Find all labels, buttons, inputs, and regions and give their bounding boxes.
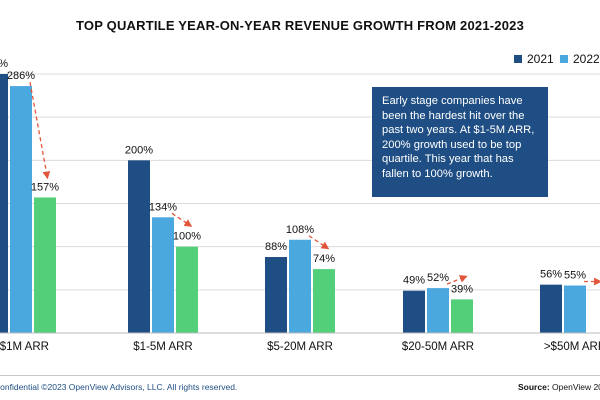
- source-label: Source:: [518, 382, 550, 392]
- data-label: 55%: [564, 270, 586, 282]
- data-label: 134%: [149, 201, 177, 213]
- bar-2022-0: [10, 86, 32, 333]
- bar-2022-4: [564, 285, 586, 333]
- trend-arrow: [308, 235, 330, 250]
- trend-arrow: [446, 275, 468, 285]
- legend-item-2022: 2022: [560, 52, 600, 66]
- data-label: 52%: [427, 272, 449, 284]
- bar-2021-0: [0, 74, 8, 333]
- bar-2023-0: [34, 197, 56, 333]
- legend-item-2021: 2021: [514, 52, 554, 66]
- data-label: 74%: [313, 253, 335, 265]
- data-label: 00%: [0, 58, 8, 70]
- legend-swatch-2022: [560, 55, 568, 63]
- bar-2022-2: [289, 239, 311, 333]
- trend-arrow: [171, 212, 193, 227]
- data-label: 286%: [7, 70, 35, 82]
- data-label: 200%: [125, 144, 153, 156]
- data-label: 100%: [173, 231, 201, 243]
- bar-2023-1: [176, 246, 198, 333]
- category-label: $20-50M ARR: [402, 341, 474, 353]
- data-label: 88%: [265, 241, 287, 253]
- footer-divider: [0, 375, 600, 376]
- annotation-note: Early stage companies have been the hard…: [372, 87, 548, 197]
- bar-2023-3: [451, 299, 473, 333]
- data-label: 39%: [451, 283, 473, 295]
- data-label: 157%: [31, 181, 59, 193]
- source-value: OpenView 20: [552, 382, 600, 392]
- trend-arrow: [29, 81, 51, 180]
- bar-2021-2: [265, 257, 287, 333]
- bar-2022-1: [152, 217, 174, 333]
- footer-source: Source: OpenView 20: [518, 382, 600, 392]
- legend-label-2021: 2021: [527, 52, 554, 66]
- category-label: >$50M ARR: [544, 341, 600, 353]
- data-label: 108%: [286, 224, 314, 236]
- data-label: 49%: [403, 275, 425, 287]
- bar-2021-4: [540, 284, 562, 333]
- bar-2022-3: [427, 288, 449, 333]
- category-label: $5-20M ARR: [267, 341, 333, 353]
- chart-title: TOP QUARTILE YEAR-ON-YEAR REVENUE GROWTH…: [75, 18, 525, 33]
- legend-label-2022: 2022: [573, 52, 600, 66]
- data-label: 56%: [540, 269, 562, 281]
- bar-2021-1: [128, 160, 150, 333]
- category-label: $1-5M ARR: [133, 341, 192, 353]
- legend-swatch-2021: [514, 55, 522, 63]
- footer-confidential: Confidential ©2023 OpenView Advisors, LL…: [0, 382, 238, 392]
- category-label: <$1M ARR: [0, 341, 49, 353]
- bar-2023-2: [313, 269, 335, 333]
- bar-2021-3: [403, 290, 425, 333]
